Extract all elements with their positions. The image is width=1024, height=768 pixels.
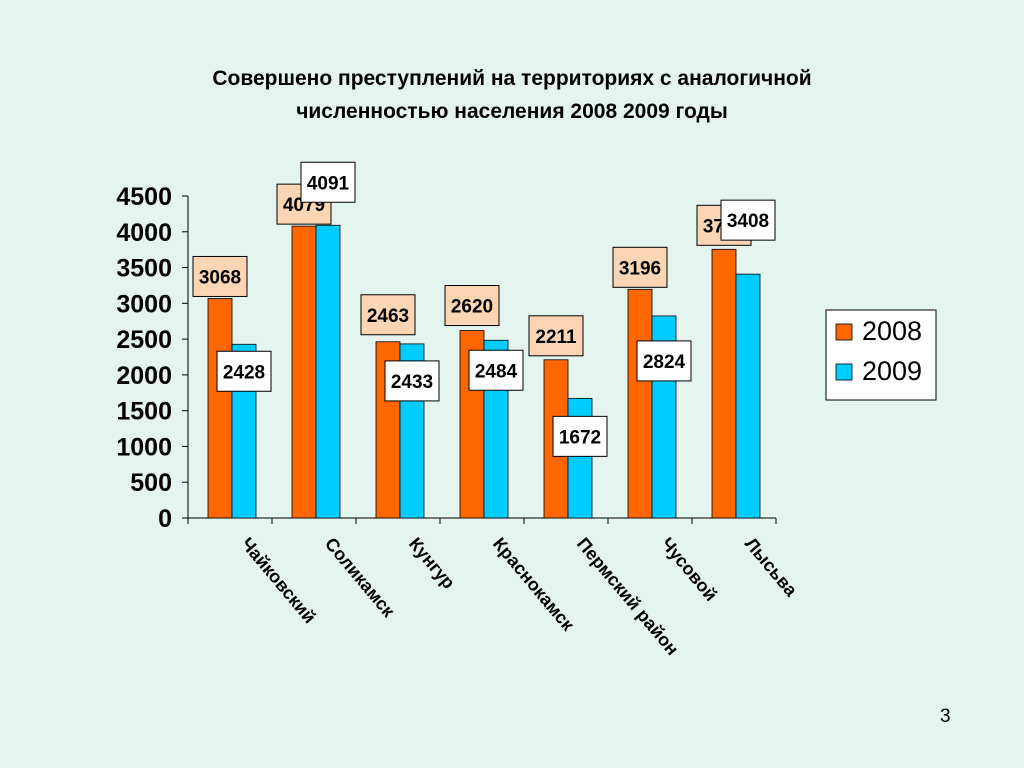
data-label-2009: 2433	[384, 360, 440, 402]
data-label-text: 2463	[367, 306, 409, 327]
data-label-text: 2824	[643, 352, 686, 373]
bar-2009	[315, 224, 341, 519]
data-label-text: 2484	[475, 361, 518, 382]
data-label-box	[552, 415, 608, 457]
bars	[207, 224, 761, 519]
y-tick-label: 3000	[116, 290, 172, 318]
data-label-text: 2433	[391, 372, 433, 393]
data-label-box	[300, 161, 356, 203]
y-axis: 0 500 1000 1500 2000 2500 3000 3500 4000 4500	[116, 183, 189, 533]
category-label: Чайковский	[237, 534, 320, 627]
category-label: Кунгур	[405, 534, 459, 593]
y-tick-label: 0	[158, 505, 172, 533]
page-number: 3	[940, 706, 951, 727]
data-label-box	[216, 350, 272, 392]
data-label-text: 3068	[199, 267, 241, 288]
data-label-box	[528, 315, 584, 357]
data-label-box	[192, 255, 248, 297]
x-axis	[187, 517, 777, 524]
category-label: Краснокамск	[489, 534, 579, 636]
data-label-2009: 3408	[720, 199, 776, 241]
y-tick-label: 500	[130, 469, 172, 497]
data-label-2009: 2428	[216, 350, 272, 392]
category-labels: Чайковский Соликамск Кунгур КраснокамскПерм…	[237, 534, 802, 659]
y-tick-label: 1500	[116, 398, 172, 426]
y-tick-label: 1000	[116, 433, 172, 461]
y-tick-label: 2000	[116, 362, 172, 390]
y-tick-label: 4000	[116, 219, 172, 247]
y-tick-label: 2500	[116, 326, 172, 354]
data-label-box	[468, 349, 524, 391]
data-label-2008: 2463	[360, 294, 416, 336]
category-label: Лысьва	[741, 534, 802, 601]
legend: 2008 2009	[825, 309, 937, 401]
data-labels: 3068407924632620221131963755242840912433…	[192, 161, 776, 457]
data-label-box	[360, 294, 416, 336]
data-label-2008: 3196	[612, 246, 668, 288]
chart-title: Совершено преступлений на территориях с …	[112, 62, 912, 128]
bar-2008	[711, 248, 737, 519]
data-label-text: 4091	[307, 173, 350, 194]
bar-2009	[735, 273, 761, 519]
data-label-box	[612, 246, 668, 288]
data-label-2008: 3068	[192, 255, 248, 297]
legend-label: 2009	[862, 356, 922, 386]
data-label-box	[636, 340, 692, 382]
legend-label: 2008	[862, 316, 922, 346]
data-label-2008: 2211	[528, 315, 584, 357]
category-label: Соликамск	[321, 534, 399, 622]
y-tick-label: 4500	[116, 183, 172, 211]
data-label-text: 2428	[223, 362, 265, 383]
bar-2008	[627, 288, 653, 519]
category-label: Чусовой	[657, 534, 721, 605]
data-label-2008: 2620	[444, 285, 500, 327]
data-label-text: 2211	[535, 327, 577, 348]
bar-2008	[291, 225, 317, 519]
data-label-box	[720, 199, 776, 241]
data-label-text: 2620	[451, 297, 493, 318]
data-label-box	[444, 285, 500, 327]
data-label-2009: 4091	[300, 161, 356, 203]
data-label-text: 1672	[559, 427, 601, 448]
data-label-text: 3196	[619, 258, 661, 279]
data-label-2009: 2484	[468, 349, 524, 391]
legend-swatch-2008	[835, 323, 853, 341]
data-label-2009: 1672	[552, 415, 608, 457]
data-label-2009: 2824	[636, 340, 692, 382]
legend-swatch-2009	[835, 363, 853, 381]
data-label-box	[384, 360, 440, 402]
y-tick-label: 3500	[116, 255, 172, 283]
data-label-text: 3408	[727, 211, 769, 232]
chart-title-line-2: численностью населения 2008 2009 годы	[296, 100, 728, 123]
bar-2008	[207, 298, 233, 519]
chart-title-line-1: Совершено преступлений на территориях с …	[212, 67, 812, 90]
